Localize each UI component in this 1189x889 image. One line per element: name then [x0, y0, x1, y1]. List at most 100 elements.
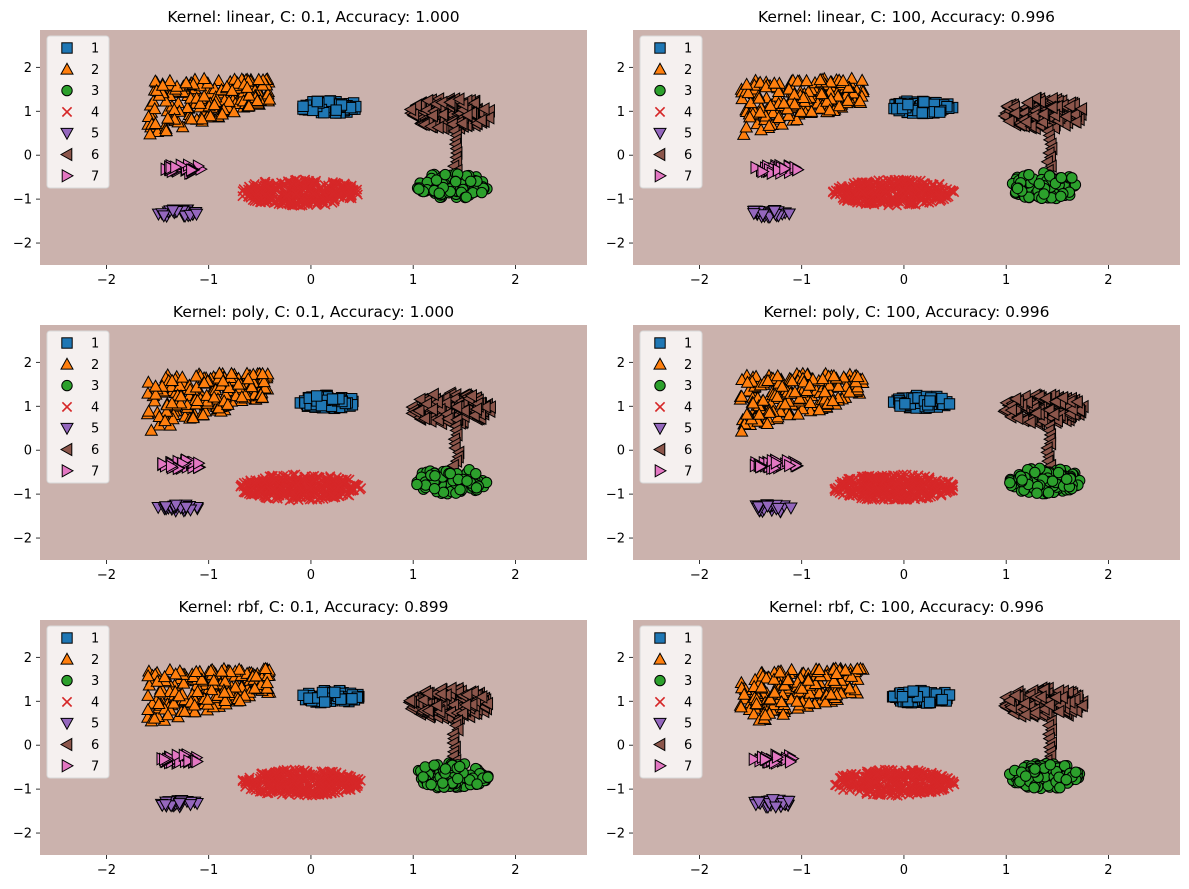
data-point	[227, 104, 241, 118]
y-tick-label: 0	[617, 444, 625, 459]
legend-label: 1	[91, 632, 99, 647]
subplot-3: Kernel: poly, C: 0.1, Accuracy: 1.000−2−…	[13, 303, 587, 583]
x-tick-label: 0	[307, 273, 315, 288]
class-3-points	[1006, 167, 1082, 205]
legend-label: 3	[684, 84, 692, 99]
data-point	[452, 772, 464, 785]
data-point	[318, 696, 331, 708]
legend-label: 4	[91, 695, 99, 710]
data-point	[281, 190, 292, 202]
y-tick-label: 2	[24, 651, 32, 666]
data-point	[924, 395, 936, 407]
class-4-points	[237, 174, 363, 211]
data-point	[302, 197, 313, 209]
class-1-points	[297, 95, 362, 119]
data-point	[1016, 474, 1028, 486]
subplot-4: Kernel: poly, C: 100, Accuracy: 0.996 −2 −…	[606, 303, 1180, 583]
data-point	[844, 71, 859, 84]
data-point	[455, 116, 468, 131]
y-tick-label: −2	[13, 827, 32, 842]
data-point	[470, 482, 483, 494]
y-tick-label: −2	[13, 532, 32, 547]
legend-label: 5	[91, 717, 99, 732]
subplot-title: Kernel: poly, C: 100, Accuracy: 0.996	[763, 303, 1049, 321]
data-point	[467, 96, 480, 110]
y-tick-label: 1	[617, 695, 625, 710]
data-point	[877, 192, 888, 204]
legend-label: 6	[91, 443, 99, 458]
x-tick-label: 0	[900, 863, 908, 878]
data-point	[403, 102, 417, 117]
legend-label: 7	[684, 169, 692, 184]
x-tick-label: −1	[792, 568, 811, 583]
legend-label: 6	[684, 148, 692, 163]
x-tick-label: −1	[199, 568, 218, 583]
legend-marker	[61, 42, 73, 54]
data-point	[307, 177, 318, 189]
data-point	[899, 398, 911, 410]
legend-marker	[59, 147, 73, 162]
data-point	[454, 483, 466, 496]
legend-box	[46, 35, 110, 189]
data-point	[476, 186, 488, 199]
legend-marker	[654, 42, 666, 54]
data-point	[316, 686, 329, 699]
legend-label: 4	[91, 400, 99, 415]
data-point	[933, 190, 945, 201]
y-tick-label: −1	[13, 783, 32, 798]
legend-label: 1	[91, 42, 99, 57]
data-point	[454, 760, 466, 773]
x-tick-label: −1	[792, 273, 811, 288]
x-tick-label: 1	[409, 863, 417, 878]
data-point	[841, 188, 852, 200]
data-point	[1004, 477, 1016, 489]
data-point	[292, 199, 304, 211]
legend-box	[639, 330, 703, 484]
data-point	[425, 108, 438, 123]
data-point	[428, 759, 440, 771]
data-point	[253, 188, 264, 200]
x-tick-label: 2	[511, 273, 519, 288]
class-7-points	[160, 158, 208, 181]
y-tick-label: −2	[606, 532, 625, 547]
legend-marker	[61, 106, 73, 118]
data-point	[244, 182, 255, 193]
data-point	[736, 127, 751, 140]
data-point	[143, 127, 157, 140]
data-point	[297, 100, 309, 113]
data-point	[242, 98, 256, 112]
data-point	[193, 96, 207, 109]
subplot-title: Kernel: rbf, C: 100, Accuracy: 0.996	[769, 598, 1044, 616]
data-point	[1052, 466, 1065, 479]
data-point	[893, 176, 904, 187]
x-tick-label: 0	[900, 568, 908, 583]
data-point	[917, 187, 929, 198]
data-point	[311, 95, 323, 108]
legend-box	[639, 35, 703, 189]
legend-label: 3	[684, 379, 692, 394]
y-tick-label: 0	[24, 149, 32, 164]
class-1-points	[887, 389, 956, 414]
legend-label: 7	[684, 464, 692, 479]
x-tick-label: 1	[409, 273, 417, 288]
legend-label: 3	[91, 379, 99, 394]
data-point	[277, 197, 289, 209]
data-point	[311, 390, 323, 402]
subplot-title: Kernel: linear, C: 0.1, Accuracy: 1.000	[167, 8, 459, 26]
class-3-points	[411, 167, 493, 204]
data-point	[262, 92, 277, 105]
data-point	[322, 195, 333, 206]
data-point	[474, 113, 487, 128]
y-tick-label: 0	[24, 739, 32, 754]
decision-region	[40, 325, 587, 560]
data-point	[431, 120, 444, 135]
x-tick-label: 2	[511, 863, 519, 878]
class-2-points	[141, 71, 277, 140]
data-point	[326, 393, 339, 405]
data-point	[428, 482, 441, 495]
legend-marker	[654, 84, 666, 97]
data-point	[874, 192, 885, 203]
data-point	[315, 399, 328, 412]
x-tick-label: −2	[97, 863, 116, 878]
